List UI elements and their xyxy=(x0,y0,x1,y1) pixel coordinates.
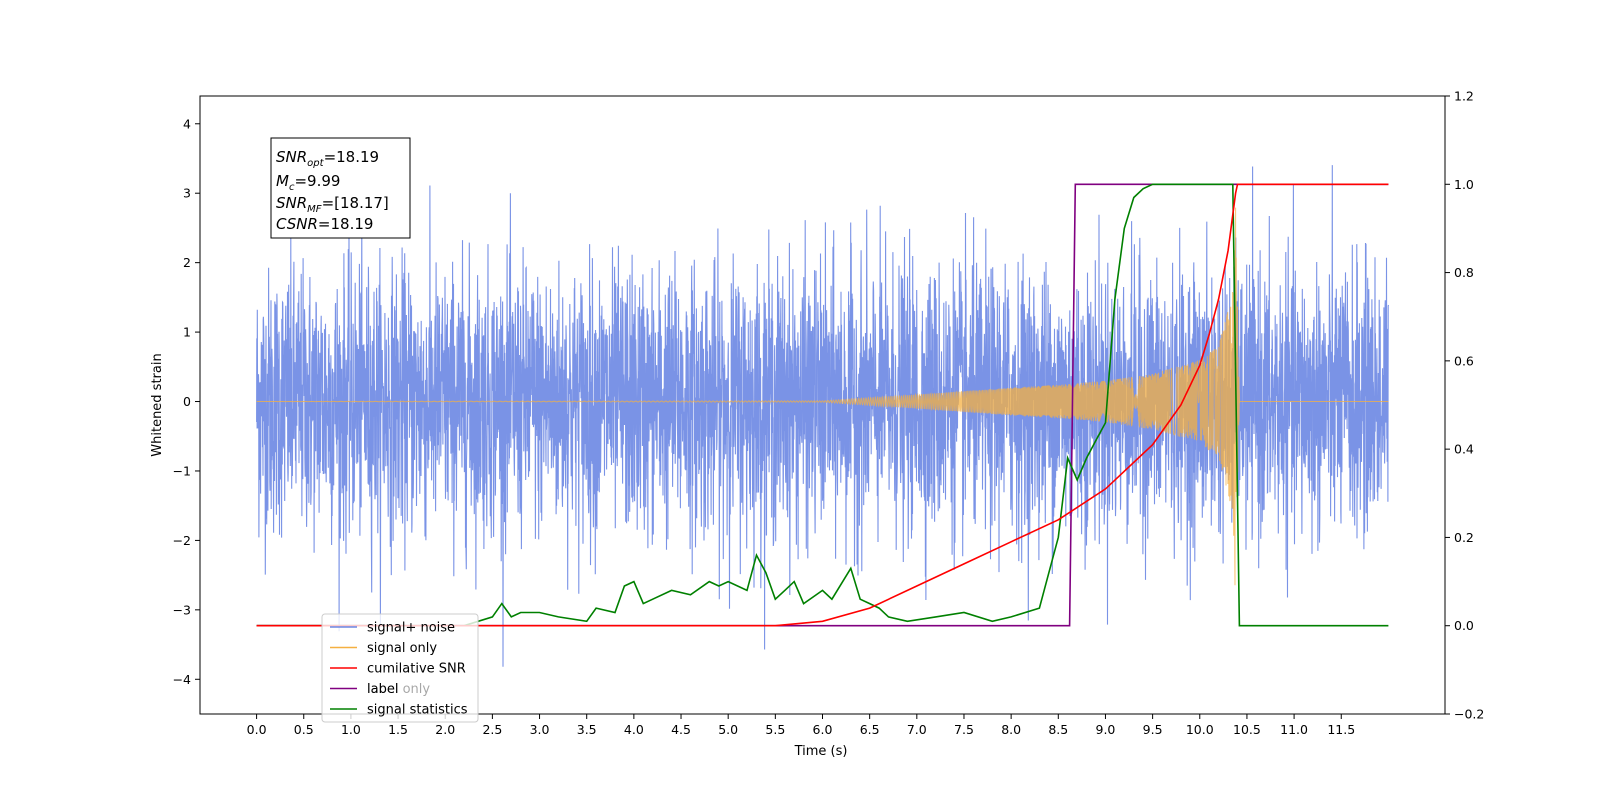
x-tick-label: 2.5 xyxy=(482,722,502,737)
legend: signal+ noise signal only cumilative SNR la… xyxy=(321,613,479,723)
legend-label: signal+ noise xyxy=(367,621,455,636)
x-tick-label: 5.5 xyxy=(765,722,785,737)
x-tick-label: 3.5 xyxy=(577,722,597,737)
y2-tick-label: 1.0 xyxy=(1454,177,1474,192)
series-signal-statistics-line xyxy=(256,183,1389,627)
x-tick-label: 0.5 xyxy=(294,722,314,737)
x-tick-label: 4.0 xyxy=(624,722,644,737)
right-axis-series xyxy=(256,183,1389,627)
x-tick-label: 1.0 xyxy=(341,722,361,737)
x-tick-label: 8.0 xyxy=(1001,722,1021,737)
x-tick-label: 6.0 xyxy=(813,722,833,737)
annotation-snr-opt: SNRopt=18.19 xyxy=(276,148,379,169)
y2-tick-label: −0.2 xyxy=(1454,707,1484,722)
legend-label: signal only xyxy=(367,641,437,656)
y-tick-label: −3 xyxy=(173,602,191,617)
y-tick-label: 1 xyxy=(183,325,191,340)
y-axis-right: −0.2 0.0 0.2 0.4 0.6 0.8 1.0 1.2 xyxy=(1445,89,1484,722)
legend-label: label xyxy=(367,682,398,697)
y2-tick-label: 1.2 xyxy=(1454,89,1474,104)
x-tick-label: 7.0 xyxy=(907,722,927,737)
y-tick-label: 3 xyxy=(183,186,191,201)
x-tick-label: 7.5 xyxy=(954,722,974,737)
series-signal-only-line xyxy=(256,207,1389,586)
x-tick-label: 0.0 xyxy=(247,722,267,737)
x-axis: 0.0 0.5 1.0 1.5 2.0 2.5 3.0 3.5 4.0 4.5 5.0 5.5 6.0 6… xyxy=(247,714,1355,737)
legend-label: cumilative SNR xyxy=(367,662,466,677)
x-tick-label: 11.0 xyxy=(1280,722,1308,737)
series-signal-noise-line xyxy=(256,165,1389,667)
x-tick-label: 5.0 xyxy=(718,722,738,737)
legend-label-ghost: label only xyxy=(367,682,430,697)
y-tick-label: −1 xyxy=(173,463,191,478)
annotation-snr-mf: SNRMF=[18.17] xyxy=(276,194,389,215)
x-axis-label: Time (s) xyxy=(794,744,848,759)
y-tick-label: −2 xyxy=(173,533,191,548)
y2-tick-label: 0.0 xyxy=(1454,618,1474,633)
x-tick-label: 4.5 xyxy=(671,722,691,737)
y2-tick-label: 0.6 xyxy=(1454,353,1474,368)
annotation-mc: Mc=9.99 xyxy=(276,172,340,193)
x-tick-label: 1.5 xyxy=(388,722,408,737)
x-tick-label: 2.0 xyxy=(435,722,455,737)
x-tick-label: 6.5 xyxy=(860,722,880,737)
x-tick-label: 11.5 xyxy=(1327,722,1355,737)
y2-tick-label: 0.4 xyxy=(1454,442,1474,457)
y-tick-label: −4 xyxy=(173,672,191,687)
signal-only-series xyxy=(256,207,1389,586)
y-axis-left: −4 −3 −2 −1 0 1 2 3 4 xyxy=(173,116,200,687)
x-tick-label: 8.5 xyxy=(1048,722,1068,737)
y-tick-label: 0 xyxy=(183,394,191,409)
x-tick-label: 3.0 xyxy=(530,722,550,737)
x-tick-label: 10.5 xyxy=(1233,722,1261,737)
y2-tick-label: 0.8 xyxy=(1454,265,1474,280)
y-tick-label: 4 xyxy=(183,116,191,131)
annotation-csnr: CSNR=18.19 xyxy=(276,215,373,233)
y-tick-label: 2 xyxy=(183,255,191,270)
annotation-box: SNRopt=18.19 Mc=9.99 SNRMF=[18.17] CSNR=… xyxy=(270,137,411,239)
y-axis-label: Whitened strain xyxy=(150,353,165,456)
signal-noise-series xyxy=(256,165,1389,667)
y2-tick-label: 0.2 xyxy=(1454,530,1474,545)
x-tick-label: 9.5 xyxy=(1143,722,1163,737)
x-tick-label: 9.0 xyxy=(1096,722,1116,737)
series-cumulative-snr-line xyxy=(256,183,1389,627)
legend-label: signal statistics xyxy=(367,703,468,718)
x-tick-label: 10.0 xyxy=(1186,722,1214,737)
